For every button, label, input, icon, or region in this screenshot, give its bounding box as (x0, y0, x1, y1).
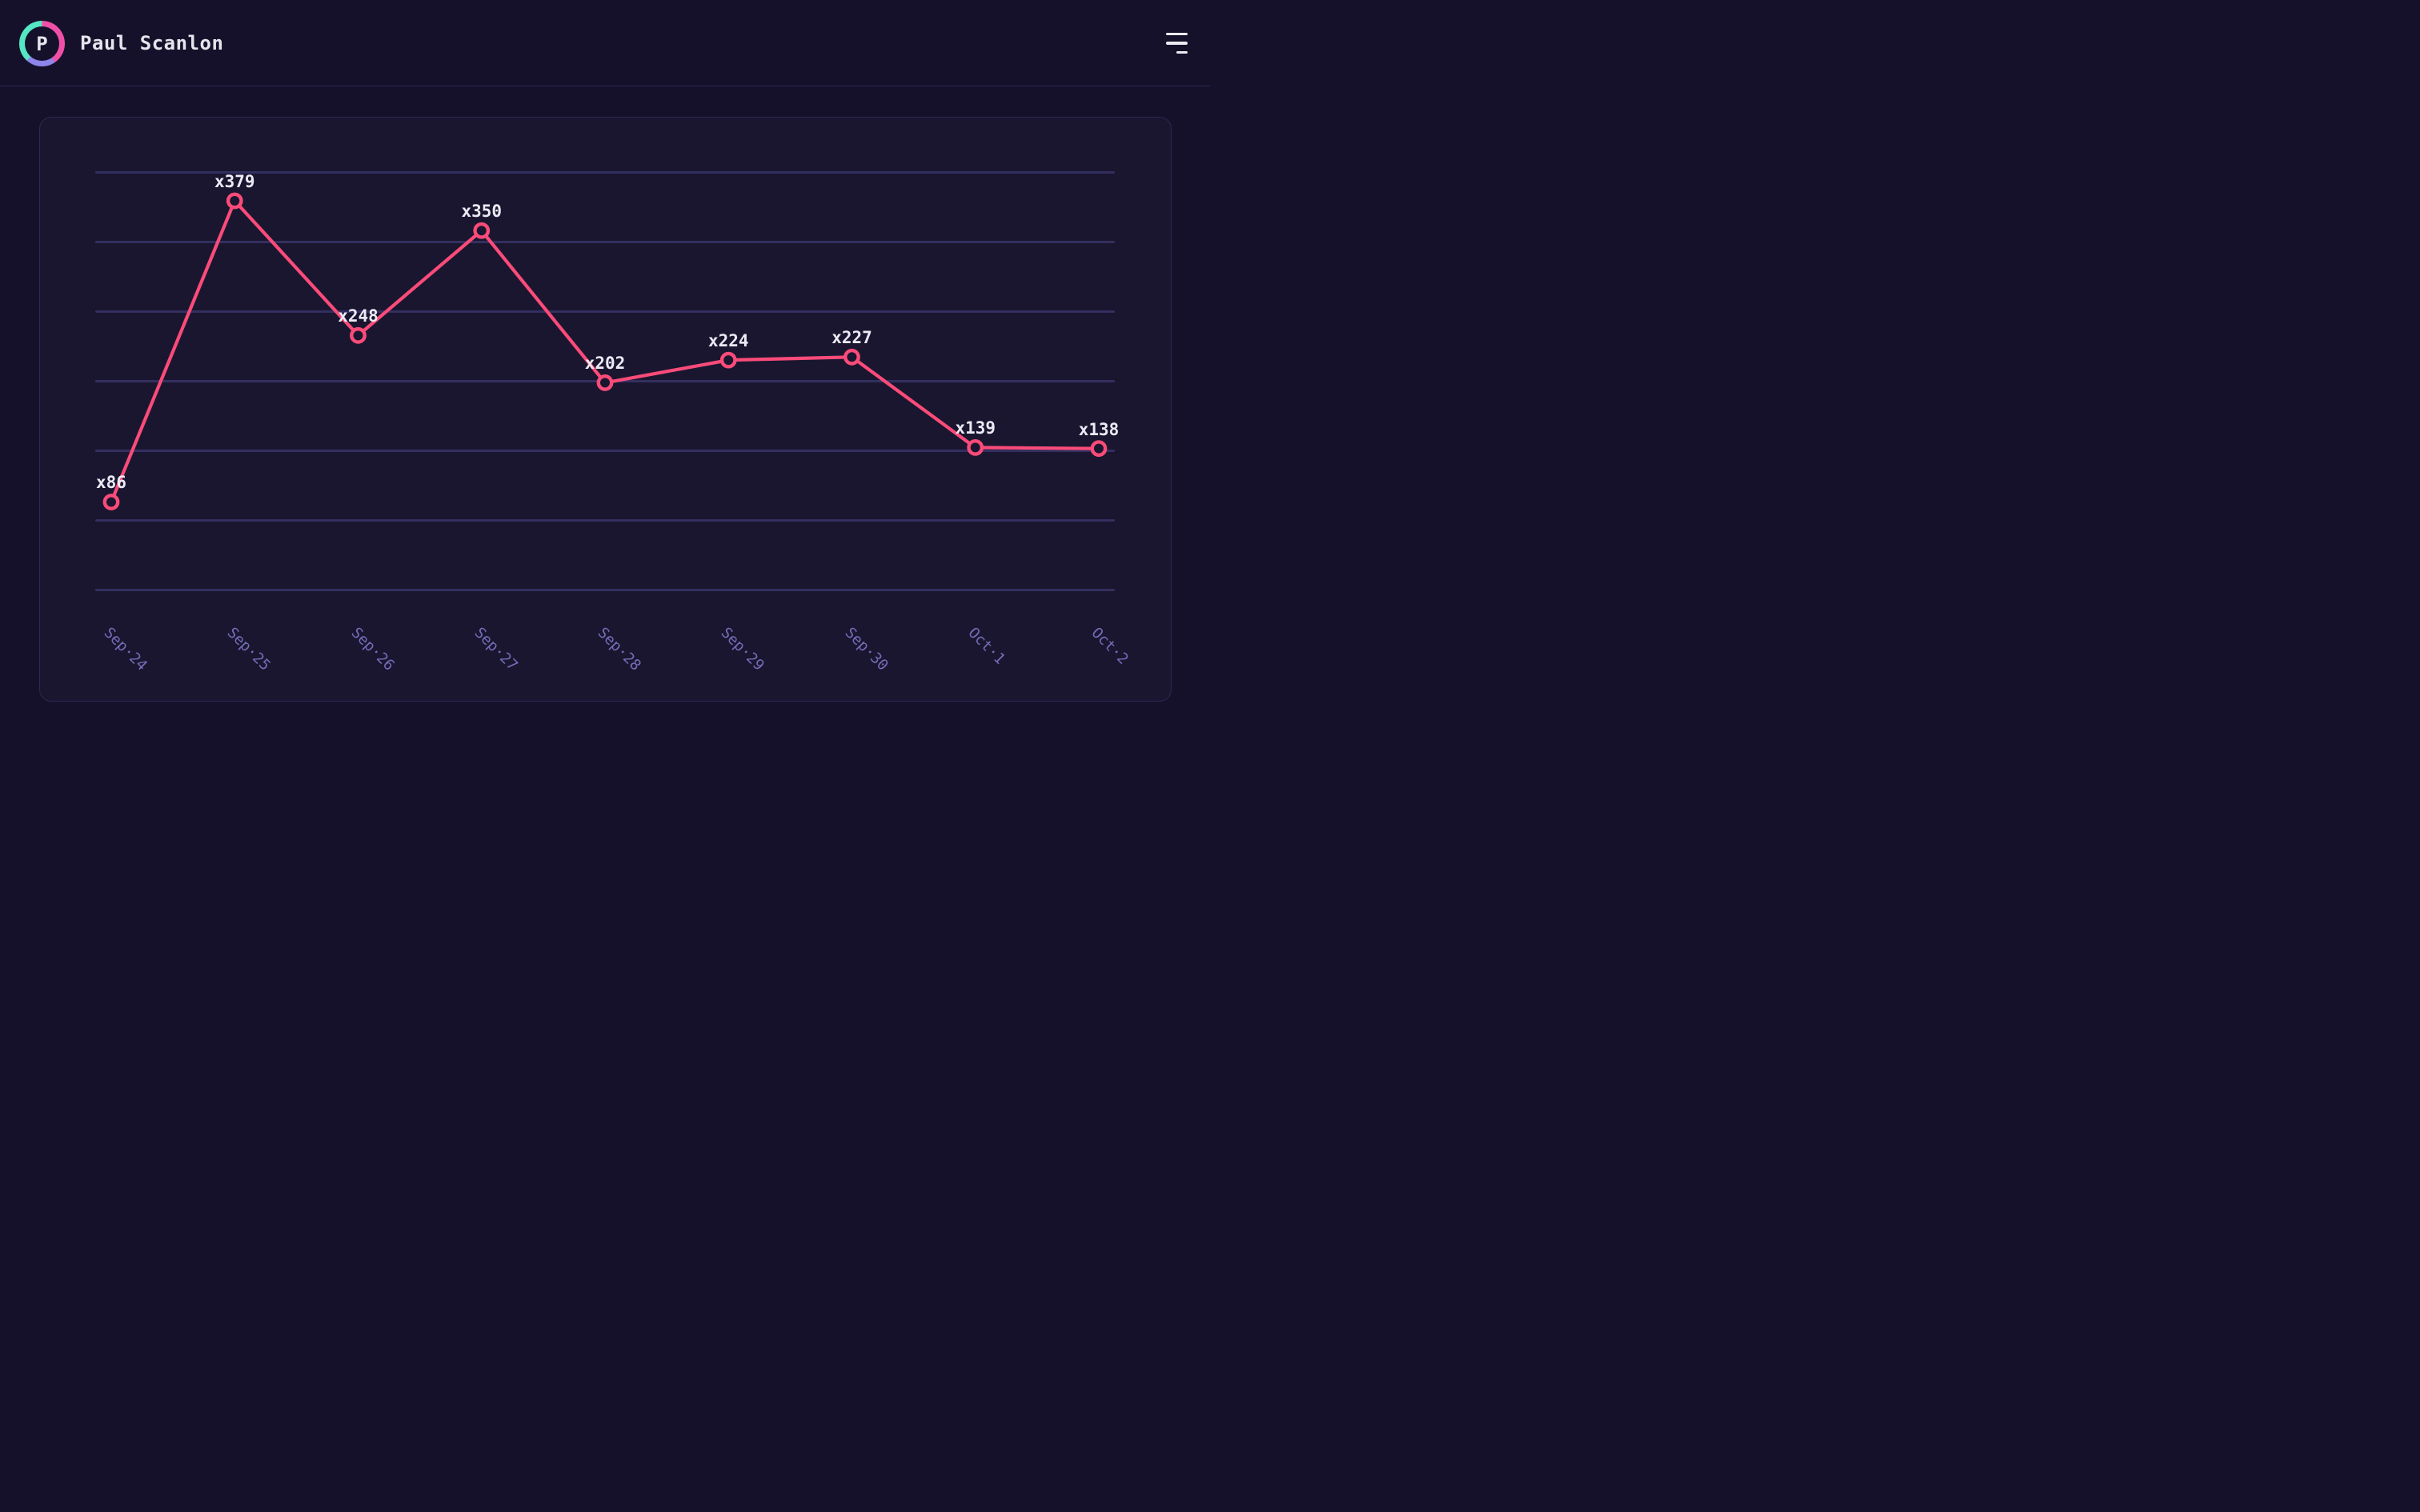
chart-point[interactable] (843, 348, 860, 366)
chart-point[interactable] (102, 494, 120, 510)
gridline (95, 310, 1115, 313)
user-name: Paul Scanlon (80, 32, 224, 54)
point-value-label: x379 (214, 171, 255, 191)
gridline (95, 171, 1115, 174)
gridline (95, 589, 1115, 591)
chart-point[interactable] (719, 351, 737, 369)
chart-point[interactable] (596, 374, 614, 391)
point-value-label: x350 (461, 202, 503, 222)
avatar: P (19, 21, 65, 66)
chart-point[interactable] (473, 222, 491, 239)
header: P Paul Scanlon (0, 0, 1210, 86)
hamburger-icon-line (1176, 50, 1188, 54)
hamburger-menu-button[interactable] (1160, 33, 1188, 54)
chart-card (39, 117, 1172, 702)
gridline (95, 241, 1115, 243)
point-value-label: x227 (831, 328, 872, 348)
gridline (95, 450, 1115, 452)
point-value-label: x139 (955, 418, 996, 438)
hamburger-icon-line (1166, 42, 1188, 45)
avatar-ring-hole: P (25, 26, 59, 61)
avatar-initial: P (36, 32, 48, 55)
chart-point[interactable] (350, 326, 367, 344)
point-value-label: x248 (338, 306, 379, 326)
hamburger-icon-line (1166, 33, 1188, 36)
chart-point[interactable] (967, 438, 984, 456)
point-value-label: x224 (707, 331, 749, 351)
gridline (95, 519, 1115, 522)
point-value-label: x86 (96, 473, 126, 493)
chart-point[interactable] (226, 192, 243, 210)
app-background: { "header": { "avatar_initial": "P", "us… (0, 0, 1210, 756)
point-value-label: x202 (584, 354, 626, 374)
point-value-label: x138 (1078, 419, 1120, 439)
chart-point[interactable] (1090, 440, 1108, 458)
